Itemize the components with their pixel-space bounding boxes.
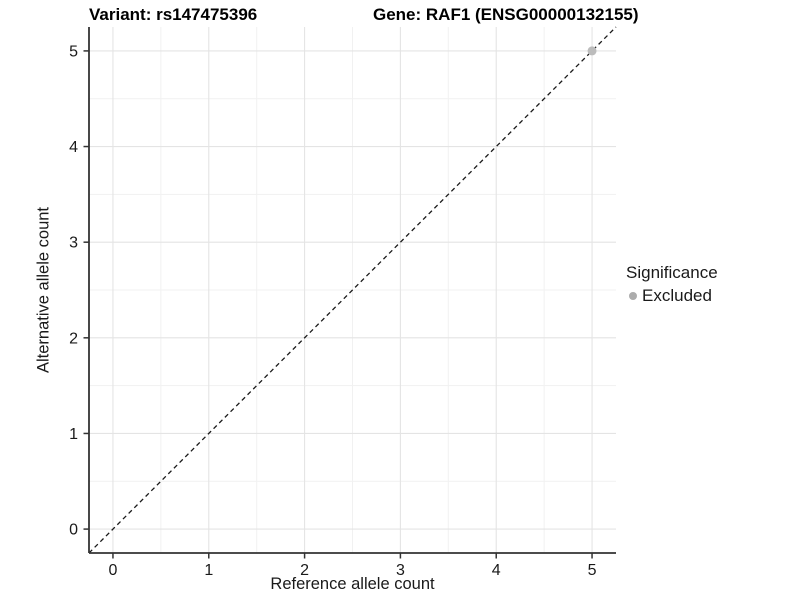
y-tick-label: 1: [69, 426, 78, 443]
legend-title: Significance: [626, 263, 718, 282]
legend-entry-excluded: Excluded: [626, 286, 718, 306]
x-tick-label: 0: [109, 562, 118, 579]
y-tick-label: 0: [69, 522, 78, 539]
y-tick-label: 2: [69, 330, 78, 347]
legend-entry-label: Excluded: [642, 286, 712, 305]
legend-marker-circle-icon: [629, 292, 637, 300]
variant-title: Variant: rs147475396: [89, 5, 258, 24]
x-tick-label: 4: [492, 562, 501, 579]
x-tick-label: 3: [396, 562, 405, 579]
legend: Significance Excluded: [626, 263, 718, 306]
x-tick-label: 1: [204, 562, 213, 579]
y-tick-label: 4: [69, 139, 78, 156]
y-tick-label: 5: [69, 43, 78, 60]
x-tick-label: 2: [300, 562, 309, 579]
y-axis-title: Alternative allele count: [34, 206, 53, 374]
data-point: [587, 46, 597, 56]
gene-title: Gene: RAF1 (ENSG00000132155): [373, 5, 639, 24]
y-tick-label: 3: [69, 235, 78, 252]
x-axis-title: Reference allele count: [270, 575, 435, 593]
identity-line: [88, 26, 617, 554]
x-tick-label: 5: [588, 562, 597, 579]
